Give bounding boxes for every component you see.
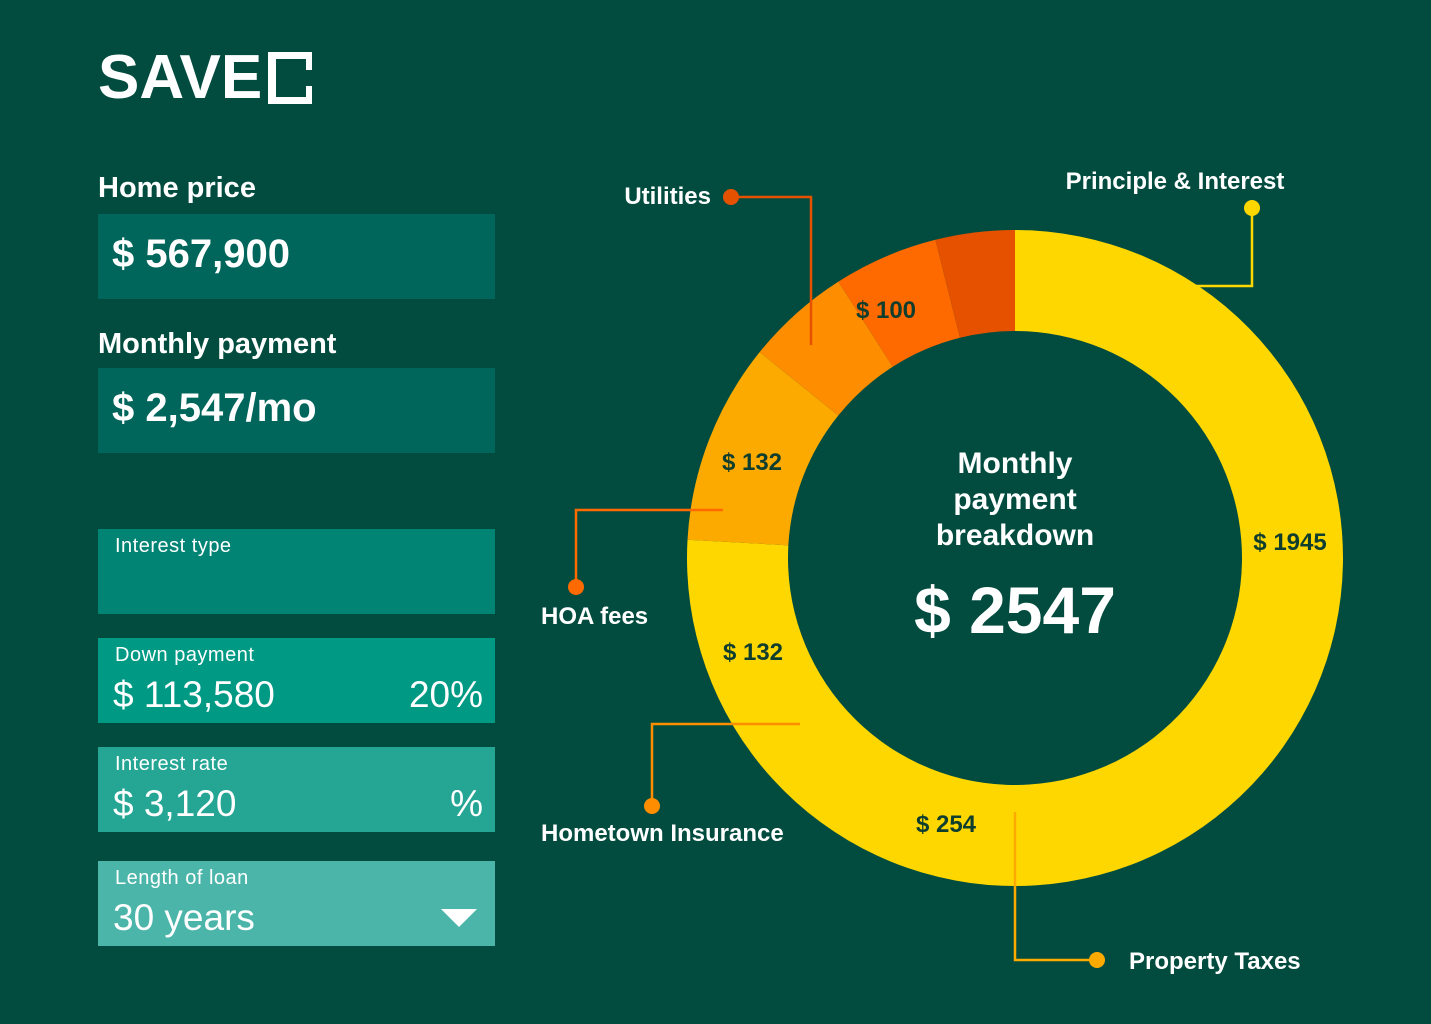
leader-dot-utilities: [723, 189, 739, 205]
value-label-property-taxes: $ 254: [916, 811, 977, 838]
slice-utilities: [935, 230, 1015, 338]
interest-rate-label: Interest rate: [115, 753, 229, 775]
monthly-payment-field[interactable]: $ 2,547/mo: [98, 368, 495, 453]
interest-rate-percent: %: [450, 783, 483, 824]
value-label-principle-and-interest: $ 1945: [1253, 529, 1326, 556]
home-price-field[interactable]: $ 567,900: [98, 214, 495, 299]
down-payment-percent: 20%: [408, 674, 483, 715]
monthly-payment-value: $ 2,547/mo: [112, 386, 317, 430]
monthly-payment-label: Monthly payment: [98, 328, 337, 360]
center-title: Monthly payment breakdown: [936, 447, 1094, 552]
loan-length-label: Length of loan: [115, 867, 249, 889]
center-total-value: $ 2547: [914, 573, 1116, 647]
leader-dot-property-taxes: [1089, 952, 1105, 968]
leader-dot-principle-and-interest: [1244, 200, 1260, 216]
category-label-hoa-fees: HOA fees: [541, 603, 648, 630]
slice-principle-and-interest: [686, 230, 1344, 886]
logo-bracket-icon: [266, 50, 314, 106]
slice-hoa-fees: [838, 239, 960, 367]
leader-line-utilities: [731, 195, 813, 345]
leader-dot-hoa-fees: [568, 579, 584, 595]
home-price-value: $ 567,900: [112, 232, 290, 276]
down-payment-label: Down payment: [115, 644, 255, 666]
category-label-property-taxes: Property Taxes: [1129, 948, 1301, 975]
down-payment-field[interactable]: Down payment $ 113,580 20%: [98, 638, 495, 723]
value-label-utilities: $ 100: [856, 297, 916, 324]
down-payment-value: $ 113,580: [113, 674, 275, 715]
value-label-hoa-fees: $ 132: [722, 449, 782, 476]
save-logo: SAVE: [98, 43, 314, 112]
slice-hometown-insurance: [759, 281, 893, 416]
loan-length-value: 30 years: [113, 897, 255, 938]
leader-line-hometown-insurance: [650, 722, 800, 806]
category-label-principle-and-interest: Principle & Interest: [1066, 168, 1285, 195]
category-label-utilities: Utilities: [624, 183, 711, 210]
value-label-hometown-insurance: $ 132: [723, 639, 783, 666]
leader-line-principle-and-interest: [1105, 208, 1254, 288]
logo-text: SAVE: [98, 43, 263, 112]
interest-type-label: Interest type: [115, 535, 232, 557]
home-price-label: Home price: [98, 172, 256, 204]
loan-length-select[interactable]: Length of loan 30 years: [98, 861, 495, 946]
interest-rate-field[interactable]: Interest rate $ 3,120 %: [98, 747, 495, 832]
category-label-hometown-insurance: Hometown Insurance: [541, 820, 784, 847]
chevron-down-icon[interactable]: [441, 909, 477, 927]
interest-rate-value: $ 3,120: [113, 783, 237, 824]
leader-line-property-taxes: [1013, 812, 1097, 962]
interest-type-field[interactable]: Interest type: [98, 529, 495, 614]
slice-property-taxes: [687, 352, 839, 546]
leader-dot-hometown-insurance: [644, 798, 660, 814]
leader-line-hoa-fees: [574, 508, 723, 587]
